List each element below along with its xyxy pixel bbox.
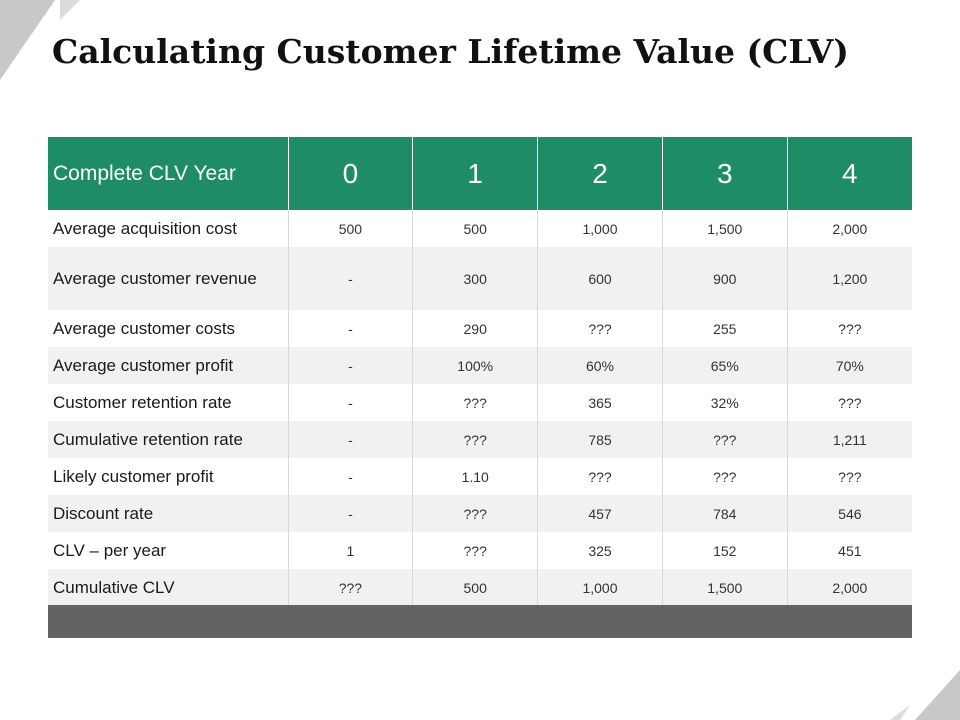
year-header: 2	[537, 137, 663, 210]
table-cell: 457	[537, 495, 663, 532]
table-row: Customer retention rate -??? 365 32%???	[48, 384, 912, 421]
row-label: Likely customer profit	[53, 466, 214, 486]
table-row: Average acquisition cost 500 500 1,000 1,500…	[48, 210, 912, 247]
table-cell: ???	[287, 569, 413, 606]
row-label: Discount rate	[53, 503, 154, 523]
table-row: Average customer profit -100% 60% 65% 70%	[48, 347, 912, 384]
table-cell: 1,000	[537, 210, 663, 247]
table-cell: ???	[786, 310, 912, 347]
table-cell: 100%	[412, 347, 538, 384]
row-label: Cumulative CLV	[53, 577, 175, 597]
year-header: 3	[661, 137, 788, 210]
table-cell: -	[287, 247, 413, 310]
table-cell: ???	[412, 495, 538, 532]
row-label: Average acquisition cost	[53, 218, 237, 238]
page-title: Calculating Customer Lifetime Value (CLV…	[52, 32, 849, 71]
table-cell: ???	[786, 384, 912, 421]
table-row: Likely customer profit -1.10?????????	[48, 458, 912, 495]
table-cell: -	[287, 310, 413, 347]
row-label: Average customer revenue	[53, 268, 257, 288]
year-header: 1	[412, 137, 538, 210]
table-cell: 785	[537, 421, 663, 458]
table-cell: 451	[786, 532, 912, 569]
footer-bar	[48, 605, 912, 638]
year-header: 0	[287, 137, 413, 210]
table-cell: 1,500	[661, 569, 788, 606]
table-cell: 152	[661, 532, 788, 569]
table-cell: 1,500	[661, 210, 788, 247]
table-row: Discount rate -??? 457 784 546	[48, 495, 912, 532]
table-cell: 1,200	[786, 247, 912, 310]
corner-decoration-top-left	[0, 0, 80, 80]
table-cell: 600	[537, 247, 663, 310]
table-cell: ???	[412, 421, 538, 458]
table-cell: 1,211	[786, 421, 912, 458]
table-cell: 290	[412, 310, 538, 347]
table-cell: 1	[287, 532, 413, 569]
row-label: CLV – per year	[53, 540, 167, 560]
table-cell: ???	[412, 384, 538, 421]
table-cell: ???	[537, 458, 663, 495]
row-label: Average customer profit	[53, 355, 234, 375]
table-cell: ???	[786, 458, 912, 495]
clv-table: Complete CLV Year 0 1 2 3 4 Average acqu…	[48, 137, 912, 606]
table-row: Average customer costs -290??? 255???	[48, 310, 912, 347]
row-label: Average customer costs	[53, 318, 236, 338]
table-cell: 500	[412, 569, 538, 606]
table-cell: 1,000	[537, 569, 663, 606]
table-cell: 900	[661, 247, 788, 310]
table-cell: ???	[537, 310, 663, 347]
table-cell: 300	[412, 247, 538, 310]
table-cell: 500	[412, 210, 538, 247]
table-cell: ???	[661, 458, 788, 495]
table-cell: 500	[287, 210, 413, 247]
table-row: CLV – per year 1??? 325 152 451	[48, 532, 912, 569]
row-label: Cumulative retention rate	[53, 429, 243, 449]
year-header: 4	[786, 137, 912, 210]
table-cell: 325	[537, 532, 663, 569]
table-cell: -	[287, 421, 413, 458]
table-cell: 784	[661, 495, 788, 532]
table-cell: -	[287, 347, 413, 384]
table-cell: 2,000	[786, 210, 912, 247]
table-cell: 32%	[661, 384, 788, 421]
header-label: Complete CLV Year	[53, 161, 236, 185]
table-cell: 70%	[786, 347, 912, 384]
table-cell: 65%	[661, 347, 788, 384]
table-cell: 60%	[537, 347, 663, 384]
table-cell: 546	[786, 495, 912, 532]
table-cell: -	[287, 495, 413, 532]
table-cell: 1.10	[412, 458, 538, 495]
table-cell: 255	[661, 310, 788, 347]
table-row: Cumulative CLV??? 500 1,000 1,500 2,000	[48, 569, 912, 606]
table-cell: ???	[412, 532, 538, 569]
table-cell: ???	[661, 421, 788, 458]
table-cell: -	[287, 458, 413, 495]
table-cell: -	[287, 384, 413, 421]
table-row: Cumulative retention rate -??? 785??? 1,211	[48, 421, 912, 458]
table-cell: 2,000	[786, 569, 912, 606]
table-cell: 365	[537, 384, 663, 421]
table-row: Average customer revenue -300 600 900 1,200	[48, 247, 912, 310]
table-header-row: Complete CLV Year 0 1 2 3 4	[48, 137, 912, 210]
row-label: Customer retention rate	[53, 392, 232, 412]
corner-decoration-bottom-right	[890, 670, 960, 720]
